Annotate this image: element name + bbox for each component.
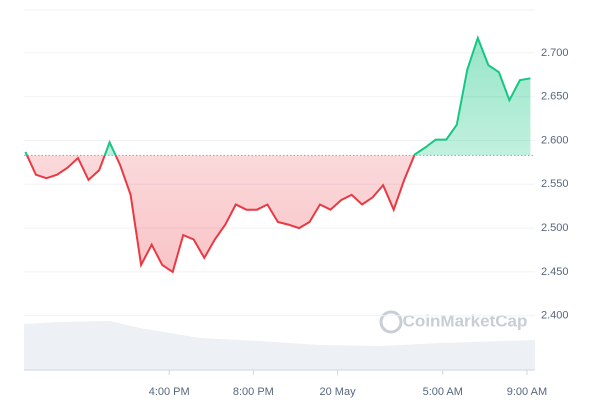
- y-tick-label: 2.450: [541, 266, 569, 278]
- area-down: [27, 155, 415, 272]
- y-tick-label: 2.700: [541, 47, 569, 59]
- x-tick-label: 8:00 PM: [233, 386, 274, 398]
- line-up: [24, 35, 531, 156]
- line-down: [25, 155, 416, 274]
- y-tick-label: 2.650: [541, 91, 569, 103]
- x-tick-label: 4:00 PM: [149, 386, 190, 398]
- volume-area: [24, 321, 535, 370]
- watermark: CoinMarketCap: [403, 311, 528, 330]
- price-line: [24, 35, 531, 274]
- x-tick-label: 9:00 AM: [507, 386, 547, 398]
- y-tick-label: 2.550: [541, 178, 569, 190]
- y-tick-label: 2.400: [541, 310, 569, 322]
- x-tick-label: 20 May: [320, 386, 357, 398]
- y-tick-label: 2.600: [541, 134, 569, 146]
- x-tick-label: 5:00 AM: [423, 386, 463, 398]
- area-up: [25, 38, 531, 156]
- watermark-logo: [379, 310, 403, 334]
- y-tick-label: 2.500: [541, 222, 569, 234]
